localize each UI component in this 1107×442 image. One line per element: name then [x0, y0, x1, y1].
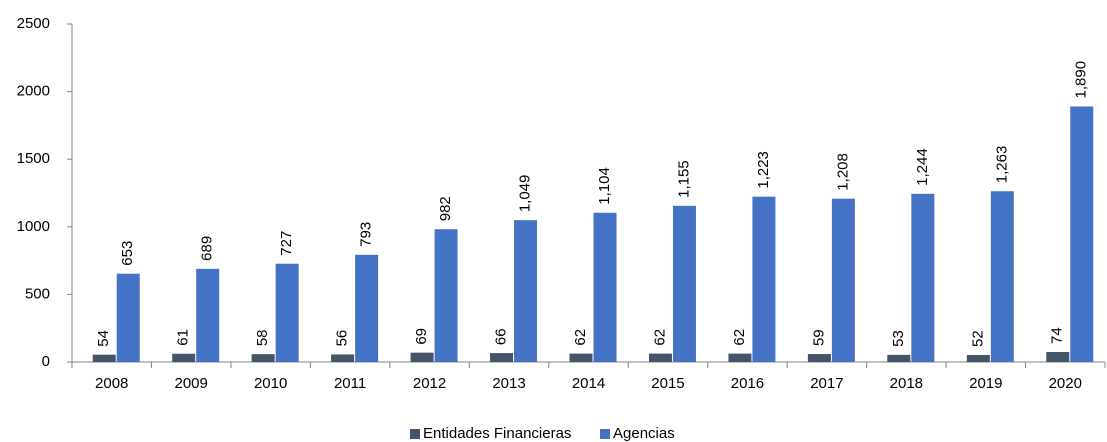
bar	[887, 354, 911, 362]
legend-label: Entidades Financieras	[423, 425, 571, 442]
bar	[990, 191, 1014, 362]
value-label: 54	[95, 330, 112, 347]
value-label: 58	[254, 329, 271, 346]
value-label: 982	[437, 196, 454, 221]
bar	[92, 354, 116, 362]
value-label: 1,155	[675, 160, 692, 198]
value-label: 56	[334, 330, 351, 347]
value-label: 1,208	[834, 153, 851, 191]
bar	[331, 354, 355, 362]
bar	[648, 353, 672, 362]
bar	[514, 220, 538, 362]
value-label: 793	[358, 222, 375, 247]
x-tick-label: 2011	[334, 375, 366, 392]
bar	[911, 193, 935, 362]
bar	[672, 205, 696, 362]
x-tick-label: 2018	[890, 375, 923, 392]
value-label: 53	[890, 330, 907, 347]
x-tick-label: 2020	[1049, 375, 1082, 392]
y-tick-label: 2000	[17, 83, 50, 100]
value-label: 62	[572, 329, 589, 346]
bar	[172, 353, 196, 362]
value-label: 62	[651, 329, 668, 346]
value-label: 727	[278, 231, 295, 256]
bar	[490, 353, 514, 362]
value-label: 62	[731, 329, 748, 346]
bar	[251, 354, 275, 362]
value-label: 69	[413, 328, 430, 345]
value-label: 1,263	[993, 146, 1010, 184]
x-tick-label: 2015	[651, 375, 684, 392]
bar	[1070, 106, 1094, 362]
bar	[728, 353, 752, 362]
bar	[1046, 351, 1070, 362]
bar	[569, 353, 593, 362]
bar	[593, 212, 617, 362]
bar	[410, 352, 434, 362]
value-label: 52	[969, 330, 986, 347]
bar	[355, 254, 379, 362]
value-label: 653	[119, 241, 136, 266]
value-label: 1,223	[755, 151, 772, 189]
y-tick-label: 2500	[17, 15, 50, 32]
y-tick-label: 0	[42, 353, 50, 370]
value-label: 61	[175, 329, 192, 346]
x-tick-label: 2017	[810, 375, 843, 392]
value-label: 1,104	[596, 167, 613, 205]
legend-swatch	[600, 429, 610, 439]
value-label: 1,890	[1073, 61, 1090, 99]
bar	[116, 273, 140, 362]
x-tick-label: 2012	[413, 375, 446, 392]
y-tick-label: 1000	[17, 218, 50, 235]
bar	[966, 354, 990, 362]
value-label: 59	[810, 329, 827, 346]
value-label: 689	[199, 236, 216, 261]
x-tick-label: 2013	[492, 375, 525, 392]
x-tick-label: 2019	[969, 375, 1002, 392]
x-tick-label: 2016	[731, 375, 764, 392]
legend-swatch	[410, 429, 420, 439]
value-label: 1,049	[517, 175, 534, 213]
bar	[275, 263, 299, 362]
legend-label: Agencias	[613, 425, 675, 442]
value-label: 1,244	[914, 148, 931, 186]
x-tick-label: 2009	[175, 375, 208, 392]
bar	[196, 268, 220, 362]
bar	[831, 198, 855, 362]
y-tick-label: 500	[25, 285, 50, 302]
value-label: 66	[493, 328, 510, 345]
bar	[807, 354, 831, 362]
x-tick-label: 2010	[254, 375, 287, 392]
x-tick-label: 2008	[95, 375, 128, 392]
x-tick-label: 2014	[572, 375, 605, 392]
value-label: 74	[1049, 327, 1066, 344]
y-tick-label: 1500	[17, 150, 50, 167]
bar	[752, 196, 776, 362]
bar	[434, 229, 458, 362]
